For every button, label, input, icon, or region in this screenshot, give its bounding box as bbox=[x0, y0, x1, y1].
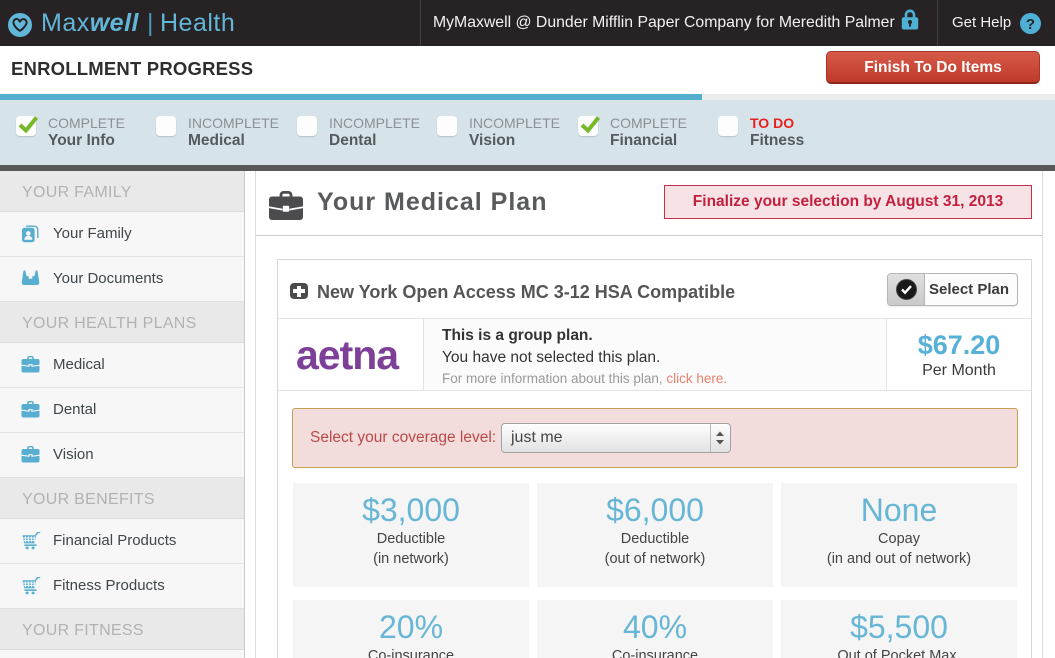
svg-text:?: ? bbox=[1026, 16, 1035, 33]
